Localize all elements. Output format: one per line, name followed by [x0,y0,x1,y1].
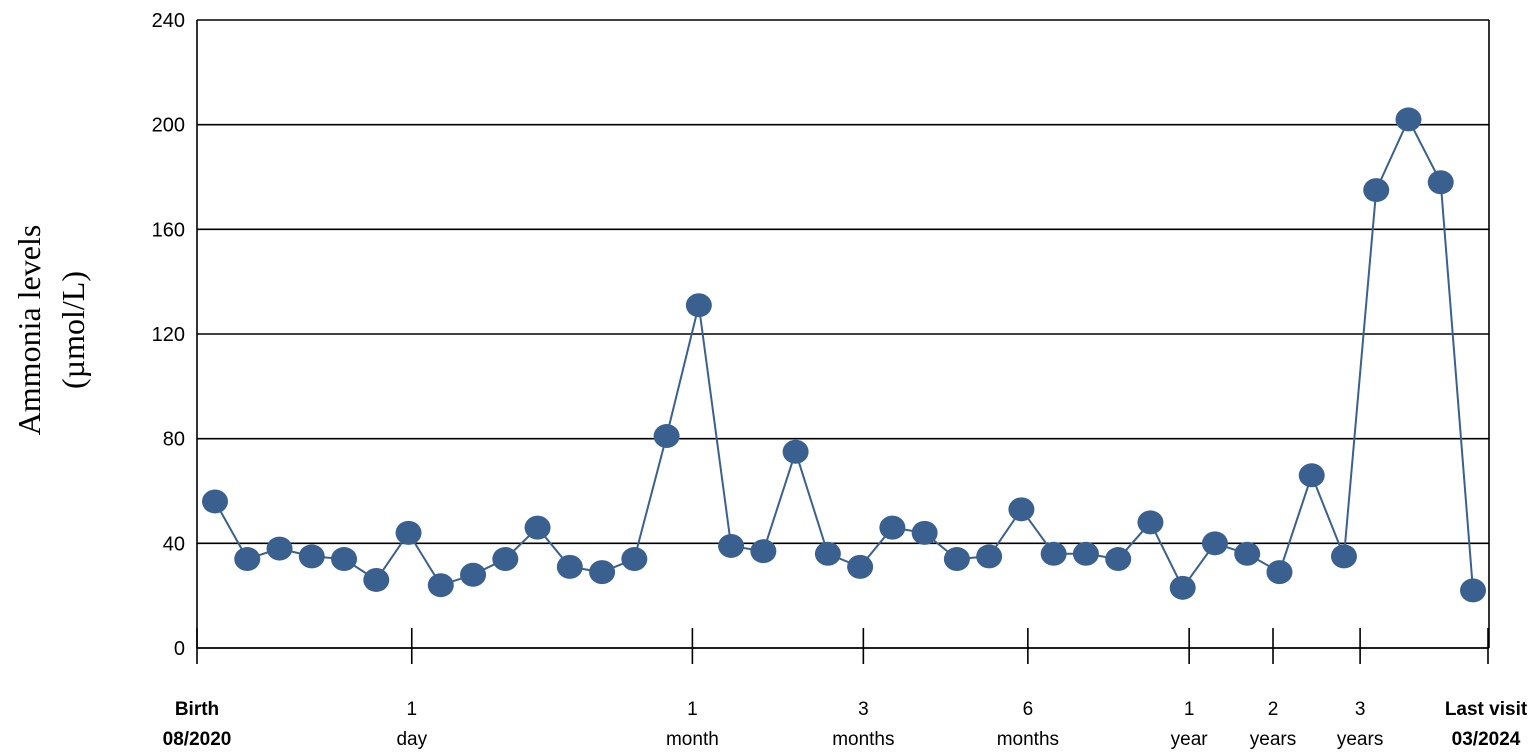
x-tick-label: 1 [406,699,417,720]
data-point [1395,107,1422,132]
y-axis-label-line: Ammonia levels [11,225,47,436]
x-tick-label: 08/2020 [163,729,232,750]
x-tick-label: months [832,729,894,750]
data-point [298,544,325,569]
data-point [492,547,519,572]
x-tick-label: day [396,729,427,750]
data-point [782,439,809,464]
data-point [460,562,487,587]
y-tick-label: 120 [152,324,185,346]
data-point [331,547,358,572]
data-point [943,547,970,572]
x-tick-label: 03/2024 [1452,729,1521,750]
data-point [1169,575,1196,600]
x-tick-label: 1 [687,699,698,720]
data-point [718,533,745,558]
data-point [1201,531,1228,556]
data-point [1427,170,1454,195]
data-point [685,293,712,318]
data-point [1008,497,1035,522]
data-point [234,547,261,572]
y-tick-label: 0 [174,638,185,660]
data-point [524,515,551,540]
x-tick-label: 3 [1355,699,1366,720]
data-point [1298,463,1325,488]
x-tick-label: Last visit [1445,699,1528,720]
x-tick-label: Birth [175,699,219,720]
x-tick-label: year [1171,729,1209,750]
y-axis-label-line: (µmol/L) [55,271,91,389]
data-point [976,544,1003,569]
x-axis [196,628,1489,664]
x-tick-label: 2 [1268,699,1279,720]
y-tick-label: 160 [152,219,185,241]
data-point [1072,541,1099,566]
data-points [202,107,1486,603]
x-tick-label: 6 [1023,699,1034,720]
data-point [1105,547,1132,572]
data-point [750,539,777,564]
data-point [395,520,422,545]
y-tick-label: 240 [152,10,185,32]
data-point [847,554,874,579]
data-point [911,520,938,545]
x-tick-label: month [666,729,719,750]
series-polyline [214,117,1474,591]
series-line [214,117,1474,591]
data-point [1266,560,1293,585]
x-tick-label: months [997,729,1059,750]
data-point [1137,510,1164,535]
data-point [1234,541,1261,566]
y-tick-label: 200 [152,115,185,137]
gridlines [196,19,1490,649]
y-tick-label: 80 [163,429,185,451]
data-point [1040,541,1067,566]
y-tick-label: 40 [163,533,185,555]
data-point [1363,178,1390,203]
y-tick-labels: 0 40 80 120 160 200 240 [152,10,185,660]
data-point [363,567,390,592]
data-point [621,547,648,572]
data-point [1330,544,1357,569]
y-axis-title: Ammonia levels (µmol/L) [11,225,91,436]
data-point [589,560,616,585]
data-point [556,554,583,579]
data-point [202,489,228,514]
x-tick-labels: Birth 08/2020 1 day 1 month 3 months 6 months 1 yea… [163,699,1528,750]
data-point [653,424,680,449]
data-point [814,541,841,566]
data-point [1460,578,1486,603]
data-point [879,515,906,540]
x-tick-label: years [1250,729,1296,750]
x-tick-label: 3 [858,699,869,720]
y-axis-label: Ammonia levels (µmol/L) [11,225,91,436]
data-point [266,536,293,561]
x-tick-label: years [1337,729,1383,750]
x-tick-label: 1 [1184,699,1195,720]
data-point [427,573,454,598]
